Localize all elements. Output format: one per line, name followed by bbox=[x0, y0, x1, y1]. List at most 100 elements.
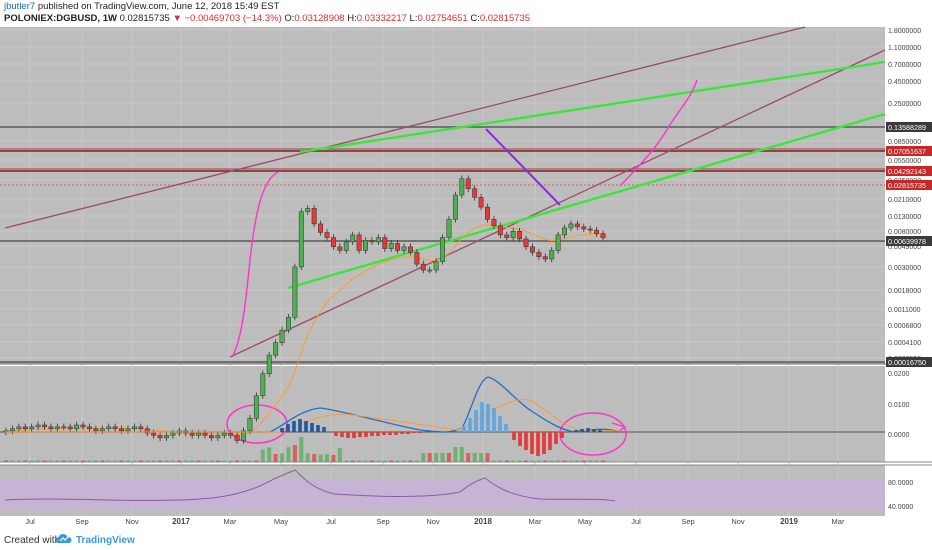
volume-bar bbox=[62, 461, 66, 463]
macd-histogram-bar bbox=[548, 432, 552, 450]
volume-bar bbox=[4, 461, 8, 463]
macd-histogram-bar bbox=[498, 416, 502, 432]
candle-body bbox=[331, 238, 335, 247]
volume-bar bbox=[23, 461, 27, 463]
volume-bar bbox=[543, 461, 547, 463]
volume-bar bbox=[601, 461, 605, 463]
tradingview-brand[interactable]: TradingView bbox=[76, 535, 135, 546]
candle-body bbox=[126, 429, 130, 431]
candle-body bbox=[81, 425, 85, 427]
macd-histogram-bar bbox=[340, 432, 344, 437]
chart-canvas[interactable]: 1.8000000 1.1000000 0.7000000 0.4500000 0.25… bbox=[0, 0, 932, 530]
macd-axis-label: 0.0100 bbox=[888, 402, 910, 409]
candle-body bbox=[36, 425, 40, 427]
candle-body bbox=[119, 429, 123, 431]
volume-bar bbox=[389, 461, 393, 463]
candle-body bbox=[132, 427, 136, 429]
candle-body bbox=[87, 427, 91, 429]
candle-body bbox=[357, 235, 361, 251]
macd-axis-label: 0.0000 bbox=[888, 432, 910, 439]
volume-bar bbox=[152, 461, 156, 463]
volume-bar bbox=[87, 461, 91, 463]
candle-body bbox=[306, 208, 310, 211]
price-axis-label: 0.0004100 bbox=[888, 340, 921, 347]
volume-bar bbox=[55, 461, 59, 463]
time-axis-label: 2019 bbox=[780, 517, 798, 526]
volume-bar bbox=[466, 453, 470, 462]
price-tag-label: 0.00639978 bbox=[888, 237, 926, 246]
macd-histogram-bar bbox=[286, 424, 290, 432]
time-axis-label: 2017 bbox=[172, 517, 190, 526]
macd-histogram-bar bbox=[322, 427, 326, 432]
volume-bar bbox=[364, 461, 368, 463]
volume-bar bbox=[254, 461, 258, 463]
candle-body bbox=[434, 261, 438, 270]
candle-body bbox=[517, 231, 521, 239]
volume-bar bbox=[267, 447, 271, 462]
macd-histogram-bar bbox=[598, 430, 602, 432]
volume-bar bbox=[511, 461, 515, 463]
candle-body bbox=[428, 270, 432, 271]
volume-bar bbox=[132, 461, 136, 463]
candle-body bbox=[395, 243, 399, 250]
rsi-axis-label: 80.0000 bbox=[888, 480, 913, 487]
price-tag-label: 0.04292143 bbox=[888, 167, 926, 176]
volume-bar bbox=[370, 461, 374, 463]
volume-bar bbox=[530, 461, 534, 463]
candle-body bbox=[261, 374, 265, 396]
volume-bar bbox=[428, 453, 432, 462]
volume-bar bbox=[36, 461, 40, 463]
volume-bar bbox=[331, 455, 335, 462]
volume-bar bbox=[94, 461, 98, 463]
time-axis-label: Nov bbox=[731, 517, 745, 526]
macd-pane[interactable] bbox=[0, 366, 885, 462]
price-axis-label: 0.0018000 bbox=[888, 288, 921, 295]
macd-histogram-bar bbox=[560, 432, 564, 438]
volume-bar bbox=[158, 461, 162, 463]
candle-body bbox=[222, 433, 226, 435]
macd-histogram-bar bbox=[376, 432, 380, 436]
macd-histogram-bar bbox=[382, 432, 386, 435]
volume-bar bbox=[338, 448, 342, 462]
volume-bar bbox=[126, 461, 130, 463]
candle-body bbox=[350, 235, 354, 242]
candle-body bbox=[203, 433, 207, 435]
candle-body bbox=[453, 195, 457, 219]
candle-body bbox=[229, 433, 233, 435]
volume-bar bbox=[434, 453, 438, 462]
candle-body bbox=[113, 427, 117, 429]
candle-body bbox=[363, 240, 367, 250]
volume-bar bbox=[595, 461, 599, 463]
volume-bar bbox=[17, 461, 21, 463]
volume-bar bbox=[120, 461, 124, 463]
volume-bar bbox=[441, 453, 445, 462]
macd-histogram-bar bbox=[536, 432, 540, 456]
time-axis-labels: Jul Sep Nov 2017 Mar May Jul Sep Nov 2018 Mar May Ju… bbox=[25, 517, 845, 526]
volume-bar bbox=[408, 461, 412, 463]
volume-bar bbox=[453, 447, 457, 462]
candle-body bbox=[492, 219, 496, 225]
volume-bar bbox=[107, 461, 111, 463]
volume-bar bbox=[486, 453, 490, 462]
candle-body bbox=[10, 429, 14, 431]
candle-body bbox=[511, 231, 515, 237]
candle-body bbox=[440, 238, 444, 262]
time-axis-label: Sep bbox=[681, 517, 694, 526]
candle-body bbox=[55, 427, 59, 429]
candle-body bbox=[485, 207, 489, 219]
candle-body bbox=[498, 226, 502, 235]
price-tag-label: 0.02815735 bbox=[888, 181, 926, 190]
candle-body bbox=[107, 427, 111, 429]
volume-bar bbox=[306, 453, 310, 462]
created-with-text: Created with bbox=[4, 535, 60, 546]
macd-histogram-bar bbox=[280, 428, 284, 432]
macd-histogram-bar bbox=[554, 432, 558, 444]
macd-histogram-bar bbox=[468, 418, 472, 432]
volume-bar bbox=[177, 461, 181, 463]
candle-body bbox=[164, 435, 168, 437]
time-axis-label: May bbox=[578, 517, 592, 526]
candle-body bbox=[338, 247, 342, 251]
macd-histogram-bar bbox=[524, 432, 528, 450]
macd-histogram-bar bbox=[530, 432, 534, 454]
macd-histogram-bar bbox=[370, 432, 374, 436]
